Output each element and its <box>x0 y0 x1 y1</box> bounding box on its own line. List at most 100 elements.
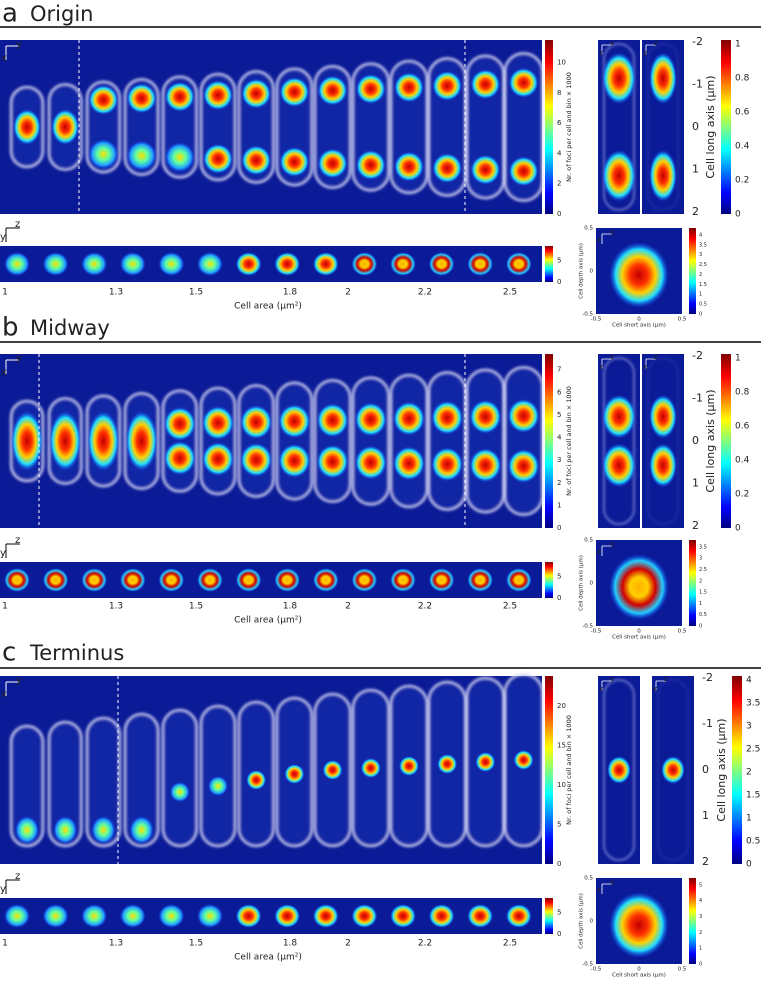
colorbar-tick: 2 <box>746 768 752 778</box>
colorbar-tick: 0 <box>557 930 561 938</box>
focus <box>394 72 424 103</box>
focus <box>393 401 425 436</box>
axis-letter: y <box>16 353 22 364</box>
x-axis-label: Cell short axis (μm) <box>612 323 666 329</box>
cross-focus <box>390 904 416 928</box>
long-axis-tick: -2 <box>692 35 703 48</box>
y-tick-label: 0 <box>590 919 594 925</box>
colorbar-tick: 0.4 <box>735 142 750 152</box>
x-tick-label: 2.2 <box>418 939 432 949</box>
colorbar-tick: 5 <box>699 882 702 888</box>
colorbar-tick: 1.5 <box>699 282 707 288</box>
colorbar-tick: 0.5 <box>699 302 707 308</box>
cross-focus <box>158 904 185 928</box>
axis-letter: x <box>643 363 647 371</box>
axis-letter: y <box>610 878 614 886</box>
colorbar-tick: 1.5 <box>746 791 760 801</box>
cross-focus <box>81 904 108 928</box>
focus <box>241 145 272 176</box>
cross-focus <box>119 252 146 276</box>
cross-focus <box>42 568 69 592</box>
x-tick-label: 0.5 <box>678 317 687 323</box>
cross-focus <box>197 904 223 928</box>
colorbar-tick: 2.5 <box>699 567 707 573</box>
x-axis-label: Cell short axis (μm) <box>612 635 666 641</box>
x-tick-label: 1.3 <box>109 602 123 612</box>
y-tick-label: -0.5 <box>582 624 593 630</box>
cross-focus <box>351 568 378 592</box>
colorbar <box>545 676 553 864</box>
y-tick-label: 0.5 <box>584 226 593 232</box>
colorbar-tick: 0 <box>735 524 741 534</box>
y-tick-label: 0.5 <box>584 876 593 882</box>
colorbar-tick: 0.5 <box>699 612 707 618</box>
focus <box>15 816 39 844</box>
cell-outline <box>465 368 506 514</box>
colorbar-tick: 3 <box>699 914 702 920</box>
x-tick-label: 2.5 <box>503 602 517 612</box>
cross-focus <box>467 568 494 592</box>
colorbar <box>545 898 553 934</box>
focus <box>470 69 501 100</box>
colorbar-tick: 0.8 <box>735 74 750 84</box>
axis-letter: y <box>610 675 614 683</box>
focus <box>51 109 80 145</box>
axis-arrows <box>5 359 20 374</box>
cell-outline <box>427 371 467 511</box>
axis-letter: y <box>0 232 6 243</box>
x-tick-label: 1.8 <box>283 288 298 298</box>
focus <box>169 782 190 802</box>
colorbar-tick: 4 <box>746 676 752 686</box>
colorbar-tick: 10 <box>557 781 566 789</box>
colorbar-tick: 0 <box>699 624 702 630</box>
long-axis-tick: 2 <box>692 519 699 532</box>
colorbar-tick: 5 <box>557 908 561 916</box>
focus <box>508 67 539 98</box>
axis-letter: x <box>599 49 603 57</box>
axis-arrows <box>601 233 612 244</box>
focus <box>475 752 496 772</box>
colorbar-tick: 2 <box>557 180 561 188</box>
x-tick-label: 2 <box>345 939 351 949</box>
colorbar-tick: 2 <box>699 272 702 278</box>
long-axis-tick: -1 <box>692 392 703 405</box>
cross-focus <box>235 568 262 592</box>
focus <box>432 153 463 184</box>
long-axis-tick: 1 <box>692 477 699 490</box>
colorbar-tick: 4 <box>557 149 562 157</box>
colorbar-tick: 3.5 <box>699 242 707 248</box>
x-tick-label: -0.5 <box>591 967 602 973</box>
x-tick-label: 0 <box>637 629 641 635</box>
cross-focus <box>467 904 494 928</box>
axis-arrows <box>601 883 612 894</box>
cross-focus <box>467 252 494 276</box>
axis-letter: x <box>653 685 657 693</box>
focus <box>202 405 234 440</box>
axis-letter: x <box>643 49 647 57</box>
axis-letter: x <box>599 363 603 371</box>
focus <box>317 148 348 179</box>
y-tick-label: 0.5 <box>584 538 593 544</box>
cell-outline <box>603 357 635 525</box>
colorbar-tick: 1 <box>699 946 702 952</box>
x-tick-label: 2.2 <box>418 288 432 298</box>
focus <box>354 445 387 480</box>
colorbar-tick: 1 <box>746 814 752 824</box>
colorbar-tick: 2.5 <box>699 262 707 268</box>
focus <box>164 81 195 112</box>
colorbar-tick: 0.2 <box>735 490 749 500</box>
focus <box>53 816 78 844</box>
long-axis-tick: -1 <box>702 717 713 730</box>
axis-letter: x <box>1 689 7 700</box>
colorbar-tick: 0 <box>557 524 561 532</box>
long-axis-tick: 0 <box>692 120 699 133</box>
focus <box>602 443 636 488</box>
colorbar-tick: 5 <box>557 411 561 419</box>
colorbar-tick: 0.5 <box>746 837 760 847</box>
axis-arrows <box>5 681 20 696</box>
cross-focus <box>119 568 146 592</box>
x-tick-label: 1 <box>2 288 8 298</box>
focus <box>240 405 273 440</box>
colorbar-tick: 1 <box>699 601 702 607</box>
